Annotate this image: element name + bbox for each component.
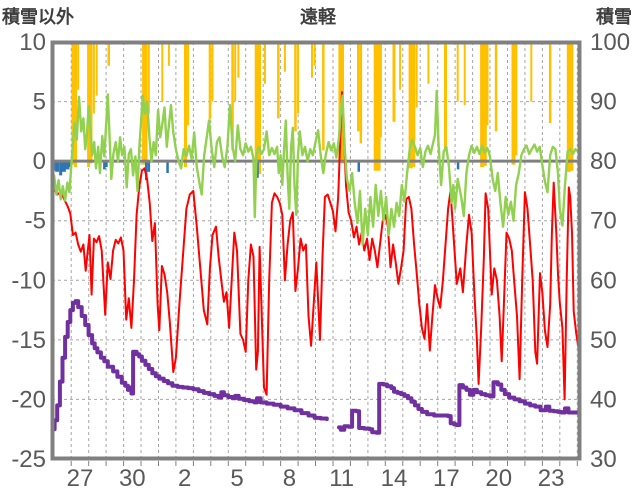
chart-title: 遠軽: [300, 7, 336, 27]
gridlines: [52, 42, 580, 459]
right-axis-tick-labels: 100 90 80 70 60 50 40 30: [590, 29, 630, 473]
left-axis-tick-labels: 10 5 0 -5 -10 -15 -20 -25: [11, 29, 46, 473]
right-axis-tick-label: 60: [590, 267, 617, 294]
right-axis-tick-label: 40: [590, 386, 617, 413]
left-axis-tick-label: 5: [33, 89, 46, 116]
left-axis-tick-label: -15: [11, 327, 46, 354]
right-axis-tick-label: 50: [590, 327, 617, 354]
x-axis-labels: 27 30 2 5 8 11 14 17 20 23: [67, 465, 565, 492]
left-axis-tick-label: -10: [11, 267, 46, 294]
x-axis-ticks: [70, 461, 578, 466]
x-axis-tick-label: 8: [283, 465, 296, 492]
left-axis-tick-label: -5: [25, 208, 46, 235]
x-axis-tick-label: 27: [67, 465, 94, 492]
left-axis-tick-label: -25: [11, 446, 46, 473]
x-axis-tick-label: 5: [230, 465, 243, 492]
x-axis-tick-label: 30: [119, 465, 146, 492]
right-axis-title: 積雪: [596, 7, 632, 27]
x-axis-tick-label: 11: [329, 465, 354, 492]
x-axis-tick-label: 14: [381, 465, 408, 492]
left-axis-tick-label: 10: [19, 29, 46, 56]
left-axis-tick-label: -20: [11, 386, 46, 413]
right-axis-tick-label: 90: [590, 89, 617, 116]
x-axis-tick-label: 17: [433, 465, 460, 492]
red-line: [52, 91, 580, 401]
plot-border: [50, 40, 582, 461]
x-axis-tick-label: 20: [485, 465, 512, 492]
right-axis-tick-label: 30: [590, 446, 617, 473]
green-line: [52, 89, 580, 246]
right-axis-tick-label: 80: [590, 148, 617, 175]
left-axis-title: 積雪以外: [2, 7, 74, 27]
x-axis-tick-label: 2: [178, 465, 191, 492]
right-axis-tick-label: 100: [590, 29, 630, 56]
right-axis-tick-label: 70: [590, 208, 617, 235]
snow-depth-line: [52, 299, 580, 435]
left-axis-tick-label: 0: [33, 148, 46, 175]
x-axis-tick-label: 23: [538, 465, 565, 492]
